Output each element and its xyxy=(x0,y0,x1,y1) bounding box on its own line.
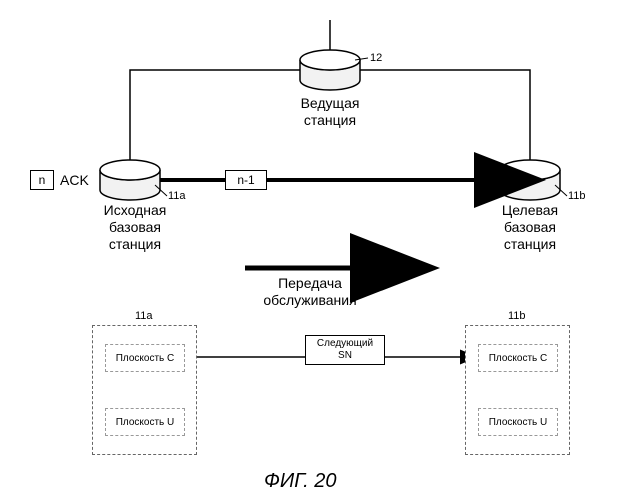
next-sn-line2: SN xyxy=(338,350,352,361)
target-panel: Плоскость C Плоскость U xyxy=(465,325,570,455)
target-plane-u-box: Плоскость U xyxy=(478,408,558,436)
source-label-line2: базовая xyxy=(109,219,161,235)
target-plane-u-label: Плоскость U xyxy=(489,417,548,428)
master-label-line2: станция xyxy=(304,112,356,128)
source-plane-c-label: Плоскость C xyxy=(116,353,175,364)
ack-label: ACK xyxy=(60,172,89,189)
master-station-node xyxy=(300,20,360,90)
source-station-node xyxy=(100,130,160,200)
panel-target-ref: 11b xyxy=(508,310,526,322)
target-station-label: Целевая базовая станция xyxy=(480,202,580,252)
master-label-line1: Ведущая xyxy=(301,95,360,111)
handover-line2: обслуживания xyxy=(263,292,356,308)
handover-line1: Передача xyxy=(278,275,342,291)
packet-n-1-value: n-1 xyxy=(237,173,254,187)
next-sn-line1: Следующий xyxy=(317,338,373,349)
figure-label: ФИГ. 20 xyxy=(264,470,336,493)
ref-12-text: 12 xyxy=(370,52,382,64)
ref-11b-text: 11b xyxy=(568,190,586,202)
ref-11a-text: 11a xyxy=(168,190,186,202)
source-label-line3: станция xyxy=(109,236,161,252)
link-master-target xyxy=(360,70,530,130)
target-label-line2: базовая xyxy=(504,219,556,235)
source-panel: Плоскость C Плоскость U xyxy=(92,325,197,455)
handover-label: Передача обслуживания xyxy=(230,275,390,309)
source-label-line1: Исходная xyxy=(104,202,167,218)
target-plane-c-box: Плоскость C xyxy=(478,344,558,372)
target-label-line1: Целевая xyxy=(502,202,558,218)
source-plane-u-box: Плоскость U xyxy=(105,408,185,436)
ack-n-box: n xyxy=(30,170,54,190)
target-plane-c-label: Плоскость C xyxy=(489,353,548,364)
master-station-label: Ведущая станция xyxy=(280,95,380,129)
next-sn-box: Следующий SN xyxy=(305,335,385,365)
target-label-line3: станция xyxy=(504,236,556,252)
ack-n-value: n xyxy=(39,173,46,187)
source-station-label: Исходная базовая станция xyxy=(85,202,185,252)
target-station-node xyxy=(500,130,560,200)
link-master-source xyxy=(130,70,300,130)
source-plane-c-box: Плоскость C xyxy=(105,344,185,372)
panel-source-ref: 11a xyxy=(135,310,153,322)
source-plane-u-label: Плоскость U xyxy=(116,417,175,428)
packet-n-1-box: n-1 xyxy=(225,170,267,190)
